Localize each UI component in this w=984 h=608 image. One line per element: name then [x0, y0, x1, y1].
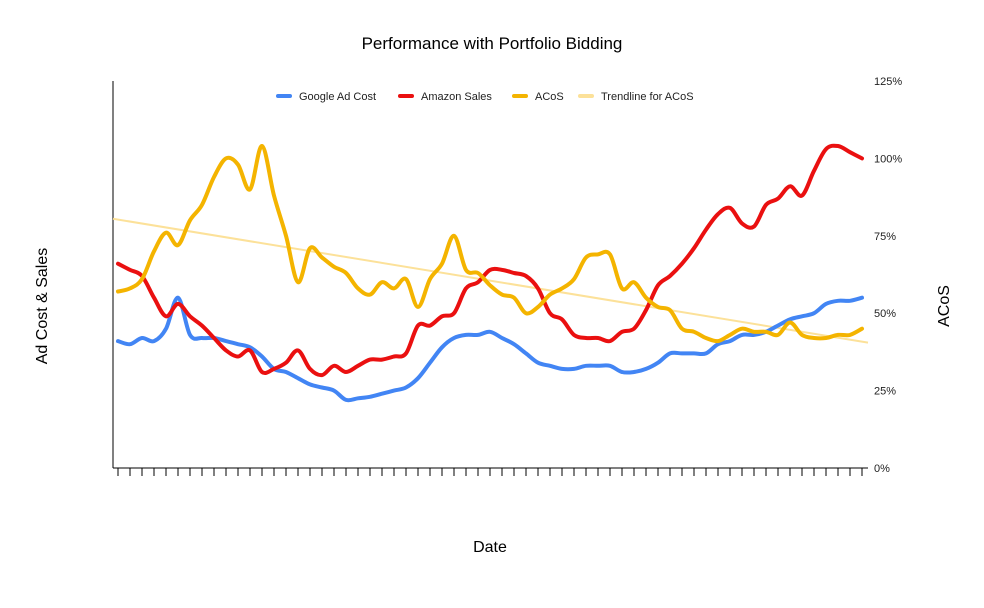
legend-label: Amazon Sales: [421, 91, 492, 103]
y2-axis-title: ACoS: [936, 285, 953, 327]
trendline-for-acos-line: [112, 217, 869, 344]
legend-item-trendline-for-acos: Trendline for ACoS: [578, 91, 694, 103]
legend-item-amazon-sales: Amazon Sales: [398, 91, 492, 103]
y2-tick-label: 100%: [874, 153, 902, 165]
amazon-sales-line: [116, 143, 864, 378]
legend: Google Ad Cost Amazon Sales ACoS Trendline …: [276, 91, 694, 103]
plot-lines: [112, 143, 869, 403]
y2-tick-label: 25%: [874, 386, 896, 398]
legend-item-acos: ACoS: [512, 91, 564, 103]
legend-label: Trendline for ACoS: [601, 91, 694, 103]
x-axis-title: Date: [473, 539, 507, 556]
google-ad-cost-line: [116, 295, 864, 403]
acos-line: [116, 143, 864, 344]
legend-label: ACoS: [535, 91, 564, 103]
chart-title: Performance with Portfolio Bidding: [362, 34, 623, 53]
y2-tick-label: 0%: [874, 463, 890, 475]
y2-tick-label: 75%: [874, 231, 896, 243]
legend-label: Google Ad Cost: [299, 91, 376, 103]
y-axis-title: Ad Cost & Sales: [34, 248, 51, 365]
legend-item-google-ad-cost: Google Ad Cost: [276, 91, 376, 103]
y2-tick-label: 50%: [874, 308, 896, 320]
axes: [112, 81, 868, 476]
right-axis-ticks: 0% 25% 50% 75% 100% 125%: [874, 76, 902, 475]
y2-tick-label: 125%: [874, 76, 902, 88]
